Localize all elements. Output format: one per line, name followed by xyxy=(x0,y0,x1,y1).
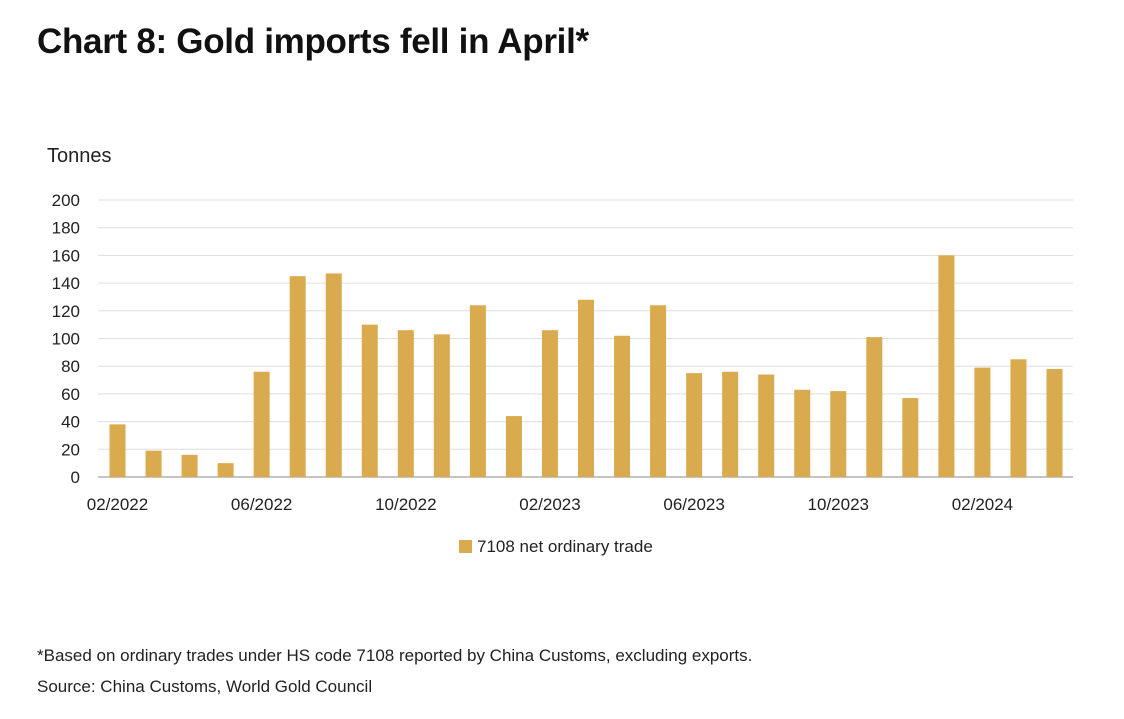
y-tick-label: 140 xyxy=(52,274,80,293)
y-tick-label: 40 xyxy=(61,413,80,432)
x-tick-label: 02/2023 xyxy=(519,495,580,514)
bar-07-2022 xyxy=(289,276,306,477)
source-note: Source: China Customs, World Gold Counci… xyxy=(37,677,373,696)
bar-12-2022 xyxy=(469,305,486,477)
bar-10-2023 xyxy=(830,391,847,477)
bar-04-2022 xyxy=(181,454,198,477)
y-tick-label: 0 xyxy=(71,468,80,487)
x-tick-label: 10/2022 xyxy=(375,495,436,514)
bar-04-2023 xyxy=(614,335,631,477)
y-tick-label: 160 xyxy=(52,246,80,265)
bar-08-2023 xyxy=(758,374,775,477)
chart-area: Tonnes 0 20 40 60 80 100 120 140 160 180 200 02/20… xyxy=(0,130,1124,600)
bar-03-2022 xyxy=(145,450,162,477)
bar-03-2024 xyxy=(1010,359,1027,477)
legend: 7108 net ordinary trade xyxy=(459,537,653,556)
bar-chart: Tonnes 0 20 40 60 80 100 120 140 160 180 200 02/20… xyxy=(47,145,1073,556)
y-tick-label: 180 xyxy=(52,219,80,238)
footnote: *Based on ordinary trades under HS code … xyxy=(37,646,753,665)
y-tick-label: 200 xyxy=(52,191,80,210)
y-axis-label: Tonnes xyxy=(47,145,112,167)
bar-02-2024 xyxy=(974,367,991,477)
bar-02-2022 xyxy=(109,424,126,477)
legend-label: 7108 net ordinary trade xyxy=(477,537,653,556)
x-tick-label: 02/2024 xyxy=(952,495,1013,514)
bar-07-2023 xyxy=(722,371,739,477)
x-tick-labels: 02/2022 06/2022 10/2022 02/2023 06/2023 10/20… xyxy=(87,495,1013,514)
bar-11-2023 xyxy=(866,337,883,477)
bar-01-2024 xyxy=(938,255,955,477)
chart-title: Chart 8: Gold imports fell in April* xyxy=(37,22,589,61)
y-tick-label: 120 xyxy=(52,302,80,321)
legend-swatch xyxy=(459,540,472,553)
x-tick-label: 06/2023 xyxy=(663,495,724,514)
x-tick-label: 10/2023 xyxy=(808,495,869,514)
y-tick-label: 60 xyxy=(61,385,80,404)
bar-01-2023 xyxy=(505,416,522,477)
bar-05-2022 xyxy=(217,463,234,477)
x-tick-label: 02/2022 xyxy=(87,495,148,514)
x-tick-label: 06/2022 xyxy=(231,495,292,514)
y-tick-labels: 0 20 40 60 80 100 120 140 160 180 200 xyxy=(52,191,80,487)
bar-04-2024 xyxy=(1046,368,1063,477)
bar-05-2023 xyxy=(650,305,667,477)
bars xyxy=(109,255,1063,477)
bar-06-2022 xyxy=(253,371,270,477)
bar-03-2023 xyxy=(578,299,594,477)
bar-02-2023 xyxy=(541,330,558,477)
bar-09-2023 xyxy=(794,389,811,477)
bar-12-2023 xyxy=(902,398,919,477)
y-tick-label: 100 xyxy=(52,330,80,349)
bar-11-2022 xyxy=(433,334,450,477)
y-tick-label: 80 xyxy=(61,357,80,376)
bar-10-2022 xyxy=(397,330,414,477)
bar-06-2023 xyxy=(686,373,703,477)
y-tick-label: 20 xyxy=(61,440,80,459)
bar-08-2022 xyxy=(325,273,342,477)
bar-09-2022 xyxy=(361,324,378,477)
